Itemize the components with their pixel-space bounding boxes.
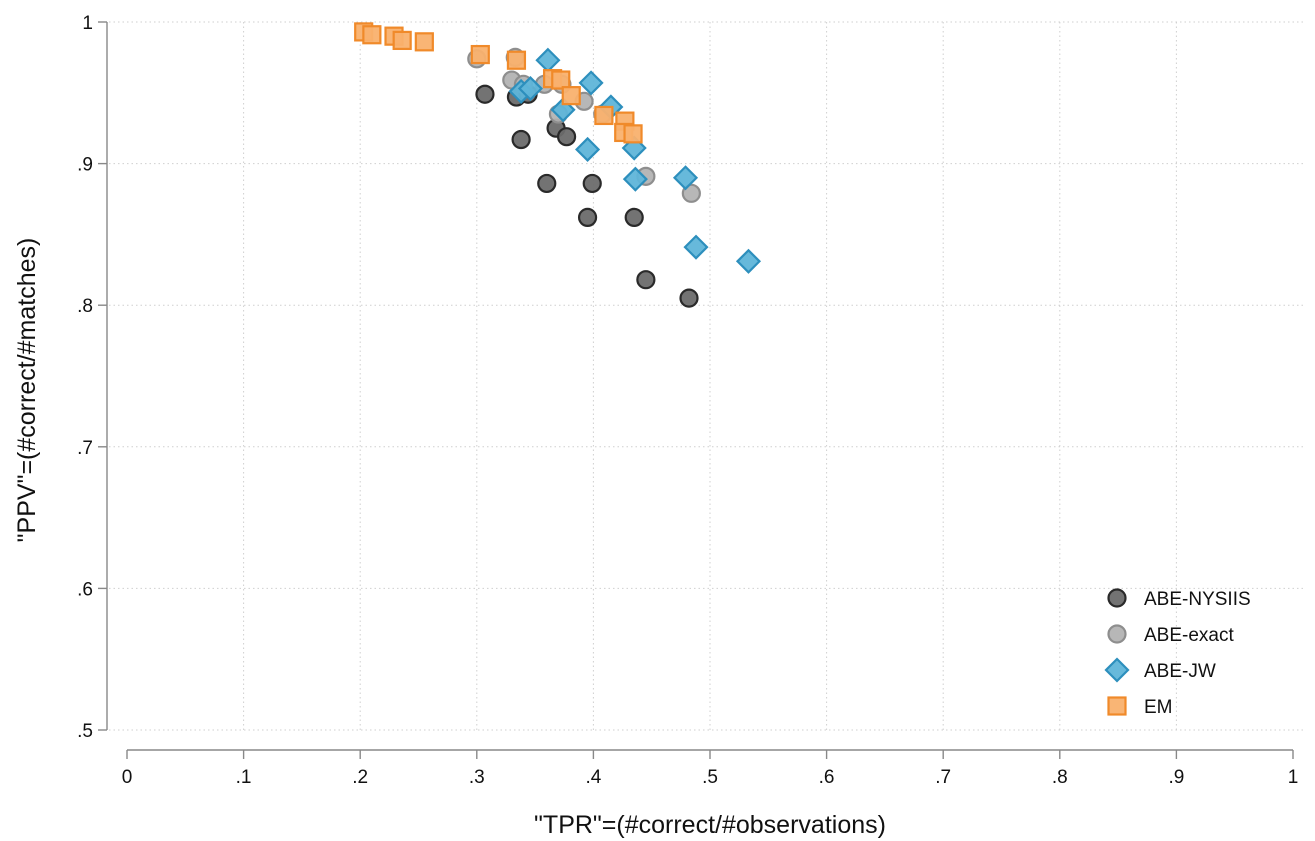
- series-em: [354, 22, 643, 144]
- data-point: [362, 25, 382, 45]
- x-tick-label: 0: [122, 767, 133, 788]
- data-point: [537, 173, 557, 194]
- data-point: [511, 129, 531, 150]
- legend-marker: [1107, 624, 1127, 644]
- x-tick-label: .1: [236, 767, 252, 788]
- data-point: [535, 47, 561, 73]
- data-point: [475, 84, 495, 104]
- data-point: [679, 288, 699, 308]
- axes-layer: 0 .1 .2 .3 .4 .5 .6 .7 .8 .9 1 .5 .6 .7 .8 .9 1: [77, 13, 1298, 788]
- legend: ABE-NYSIIS ABE-exact ABE-JW EM: [1104, 588, 1251, 718]
- y-axis-title: "PPV"=(#correct/#matches): [13, 238, 41, 543]
- legend-label: ABE-JW: [1144, 661, 1216, 682]
- y-tick-label: .6: [77, 579, 93, 600]
- data-point: [506, 50, 527, 70]
- x-tick-label: .4: [585, 767, 601, 788]
- data-point: [561, 86, 581, 106]
- data-point: [623, 124, 643, 144]
- data-point: [392, 30, 412, 51]
- x-tick-label: .2: [352, 767, 368, 788]
- data-point: [556, 127, 577, 147]
- data-point: [636, 270, 656, 290]
- data-point: [624, 207, 644, 228]
- legend-marker: [1107, 696, 1127, 716]
- x-tick-label: .5: [702, 767, 718, 788]
- legend-item: ABE-exact: [1107, 624, 1234, 646]
- data-point: [414, 32, 434, 52]
- legend-item: ABE-JW: [1104, 657, 1216, 683]
- data-point: [517, 75, 543, 102]
- x-tick-label: .9: [1168, 767, 1184, 788]
- y-tick-label: .7: [77, 438, 93, 459]
- data-point: [578, 70, 604, 96]
- data-point: [577, 207, 598, 228]
- legend-label: ABE-NYSIIS: [1144, 589, 1251, 610]
- data-point: [683, 234, 709, 260]
- y-tick-label: 1: [82, 13, 93, 34]
- data-point: [735, 248, 762, 274]
- x-tick-label: .6: [819, 767, 835, 788]
- y-tick-label: .5: [77, 721, 93, 742]
- x-tick-label: .8: [1052, 767, 1068, 788]
- data-point: [575, 136, 601, 162]
- y-tick-label: .9: [77, 155, 93, 176]
- legend-marker: [1104, 657, 1130, 683]
- legend-label: ABE-exact: [1144, 625, 1234, 646]
- data-point: [594, 105, 614, 126]
- x-tick-label: .3: [469, 767, 485, 788]
- data-point: [470, 44, 490, 65]
- data-point: [551, 70, 571, 90]
- legend-label: EM: [1144, 697, 1173, 718]
- data-point: [672, 165, 699, 191]
- data-point: [622, 166, 648, 192]
- series-abe-nysiis: [475, 84, 699, 308]
- data-point: [582, 173, 602, 194]
- x-tick-label: 1: [1288, 767, 1299, 788]
- y-tick-label: .8: [77, 296, 93, 317]
- legend-item: ABE-NYSIIS: [1107, 588, 1251, 610]
- grid-layer: [109, 21, 1305, 731]
- legend-marker: [1107, 588, 1127, 608]
- x-axis-title: "TPR"=(#correct/#observations): [534, 811, 886, 839]
- legend-item: EM: [1107, 696, 1173, 718]
- data-point: [681, 183, 701, 203]
- data-marks: [354, 22, 762, 308]
- x-tick-label: .7: [935, 767, 951, 788]
